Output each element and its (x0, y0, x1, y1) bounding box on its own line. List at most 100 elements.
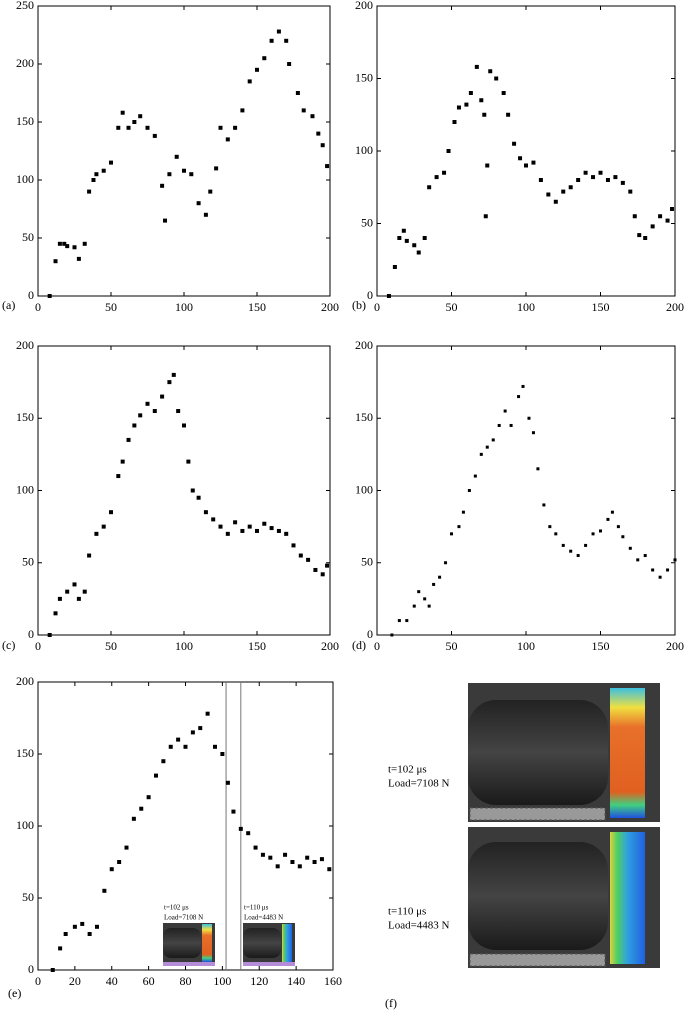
point (658, 575, 662, 579)
point (483, 214, 488, 219)
point (160, 183, 165, 188)
inset-strain (202, 924, 212, 962)
inset-caption: t=110 μs (244, 904, 269, 912)
inset-strain (282, 924, 292, 962)
point (637, 233, 642, 238)
point (548, 525, 552, 529)
point (120, 459, 125, 464)
x-tick-label: 50 (446, 639, 458, 653)
point (569, 549, 573, 553)
photo-f-bottom (468, 827, 660, 968)
point (517, 395, 521, 399)
point (116, 474, 121, 479)
point (405, 619, 409, 623)
point (531, 160, 536, 165)
panel-label: (b) (352, 298, 366, 312)
point (58, 946, 63, 951)
point (205, 711, 210, 716)
point (63, 932, 68, 936)
point (666, 568, 670, 572)
point (568, 185, 573, 190)
x-tick-label: 0 (374, 639, 380, 653)
x-tick-label: 100 (517, 300, 535, 314)
x-tick-label: 200 (321, 300, 339, 314)
point (290, 860, 295, 864)
y-tick-label: 150 (355, 410, 373, 424)
point (87, 932, 92, 936)
point (392, 265, 397, 269)
point (183, 744, 188, 749)
point (427, 185, 432, 190)
point (276, 29, 281, 34)
point (325, 164, 330, 169)
point (313, 567, 318, 572)
point (120, 110, 125, 115)
point (101, 168, 106, 173)
point (47, 294, 52, 298)
point (62, 241, 67, 246)
point (643, 554, 647, 558)
point (182, 168, 186, 173)
point (605, 178, 610, 182)
point (325, 563, 330, 568)
point (269, 526, 274, 531)
point (306, 557, 311, 562)
point (427, 604, 431, 608)
point (598, 170, 603, 175)
point (320, 572, 325, 577)
y-tick-label: 100 (16, 482, 34, 496)
x-tick-label: 80 (180, 974, 192, 988)
point (238, 826, 243, 831)
point (456, 105, 461, 110)
inset-caption: Load=7108 N (164, 914, 203, 922)
point (284, 38, 289, 43)
point (616, 525, 620, 529)
point (102, 888, 107, 893)
y-tick-label: 0 (367, 627, 373, 641)
point (561, 543, 565, 547)
x-tick-label: 0 (35, 300, 41, 314)
point (139, 806, 144, 811)
point (554, 532, 558, 536)
point (464, 102, 469, 107)
point (198, 726, 203, 731)
point (163, 218, 168, 223)
point (452, 120, 457, 124)
point (434, 175, 439, 180)
point (101, 524, 106, 529)
point (203, 510, 208, 515)
x-tick-label: 100 (175, 639, 193, 653)
point (57, 241, 62, 246)
y-tick-label: 50 (361, 555, 373, 569)
point (643, 236, 648, 240)
point (53, 611, 58, 616)
x-tick-label: 150 (248, 639, 266, 653)
point (319, 857, 324, 862)
point (126, 125, 131, 130)
point (599, 529, 602, 533)
point (412, 604, 416, 608)
point (485, 445, 489, 449)
point (246, 831, 251, 836)
y-tick-label: 150 (16, 114, 34, 128)
point (87, 553, 92, 558)
point (417, 590, 421, 594)
panel-label: (c) (2, 638, 15, 652)
point (494, 76, 499, 81)
y-tick-label: 150 (16, 410, 34, 424)
point (220, 752, 225, 756)
point (168, 744, 173, 749)
point (512, 141, 517, 146)
point (53, 259, 58, 264)
point (320, 143, 325, 148)
point (50, 968, 55, 972)
point (82, 589, 87, 594)
point (211, 517, 216, 522)
point (72, 245, 77, 250)
point (247, 79, 252, 84)
point (636, 558, 640, 562)
point (518, 156, 523, 161)
point (145, 125, 150, 130)
point (461, 510, 465, 514)
point (218, 125, 223, 130)
